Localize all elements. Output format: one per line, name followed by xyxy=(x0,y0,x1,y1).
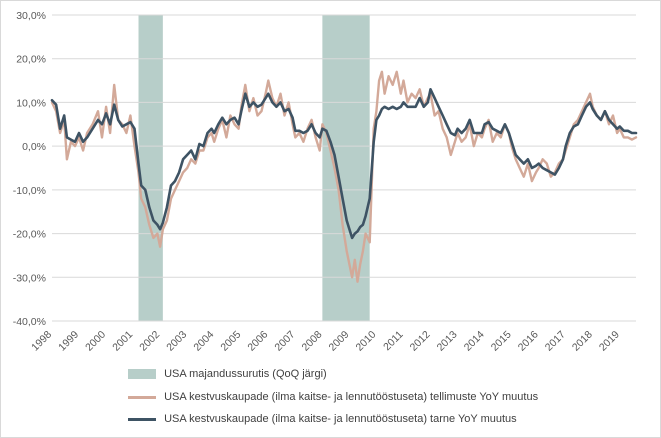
x-tick-label: 2002 xyxy=(137,329,162,354)
x-tick-label: 2010 xyxy=(354,329,379,354)
x-tick-label: 2003 xyxy=(164,329,189,354)
series-lines xyxy=(50,70,638,283)
legend-swatch-recessions xyxy=(128,369,156,380)
x-tick-label: 2019 xyxy=(597,329,622,354)
y-tick-label: 30,0% xyxy=(16,10,46,22)
legend-item-shipments: USA kestvuskaupade (ilma kaitse- ja lenn… xyxy=(128,413,517,425)
legend-item-orders: USA kestvuskaupade (ilma kaitse- ja lenn… xyxy=(128,391,538,403)
legend-label-orders: USA kestvuskaupade (ilma kaitse- ja lenn… xyxy=(164,391,539,403)
x-tick-label: 2004 xyxy=(191,329,216,354)
x-tick-label: 2018 xyxy=(570,329,595,354)
legend-item-recessions: USA majandussurutis (QoQ järgi) xyxy=(128,368,327,380)
y-tick-label: -10,0% xyxy=(13,185,46,197)
x-tick-label: 2001 xyxy=(110,329,135,354)
x-tick-label: 2007 xyxy=(272,329,297,354)
legend-label-recessions: USA majandussurutis (QoQ järgi) xyxy=(164,368,327,380)
legend-label-shipments: USA kestvuskaupade (ilma kaitse- ja lenn… xyxy=(164,413,517,425)
y-tick-label: -30,0% xyxy=(13,272,46,284)
x-tick-label: 2015 xyxy=(489,329,514,354)
recession-band-1 xyxy=(322,15,370,321)
x-tick-label: 1998 xyxy=(29,329,54,354)
legend-swatch-orders xyxy=(128,395,156,399)
y-tick-label: 10,0% xyxy=(16,97,46,109)
series-line-0 xyxy=(50,70,638,283)
x-tick-label: 2006 xyxy=(245,329,270,354)
x-tick-label: 2014 xyxy=(462,329,487,354)
y-tick-label: -40,0% xyxy=(13,316,46,328)
y-axis-tick-labels: -40,0% -30,0% -20,0% -10,0% 0,0% 10,0% 20,0% 30… xyxy=(13,10,46,328)
x-tick-label: 2008 xyxy=(299,329,324,354)
series-line-1 xyxy=(50,88,638,240)
x-tick-label: 2012 xyxy=(408,329,433,354)
y-tick-label: 20,0% xyxy=(16,54,46,66)
x-tick-label: 2011 xyxy=(381,329,406,354)
x-tick-label: 2000 xyxy=(83,329,108,354)
x-axis-tick-labels: 1998 1999 2000 2001 2002 2003 2004 2005 2006 2007… xyxy=(29,329,622,354)
x-tick-label: 2013 xyxy=(435,329,460,354)
x-tick-label: 2009 xyxy=(327,329,352,354)
x-tick-label: 2016 xyxy=(516,329,541,354)
recession-bands xyxy=(138,15,370,321)
x-tick-label: 2005 xyxy=(218,329,243,354)
x-tick-label: 1999 xyxy=(56,329,81,354)
x-tick-label: 2017 xyxy=(543,329,568,354)
y-tick-label: 0,0% xyxy=(22,141,46,153)
recession-band-0 xyxy=(138,15,163,321)
y-tick-label: -20,0% xyxy=(13,229,46,241)
legend-swatch-shipments xyxy=(128,417,156,421)
